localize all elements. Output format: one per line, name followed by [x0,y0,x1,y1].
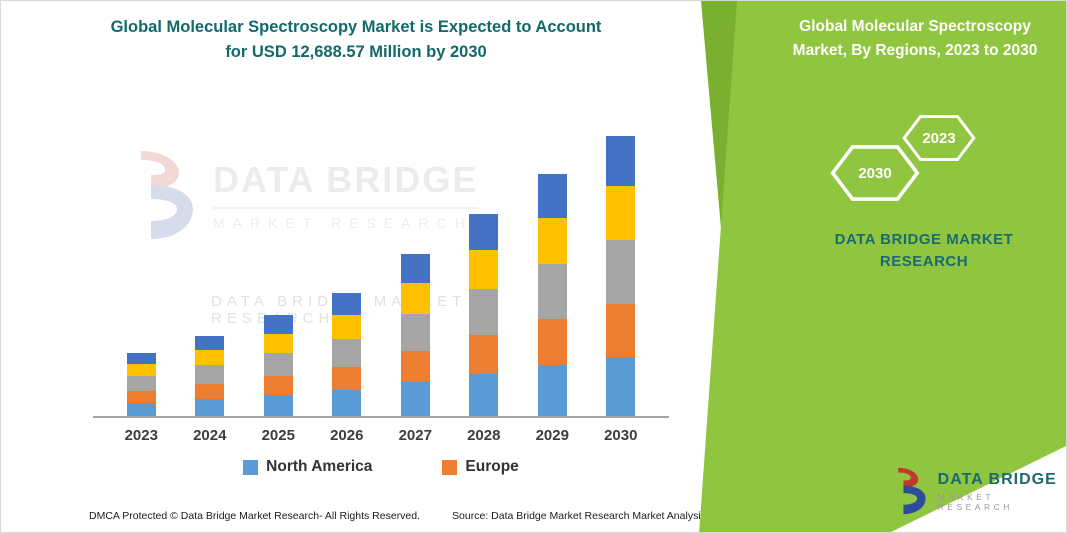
hexagon-2030-label: 2030 [858,164,892,182]
bar-column [107,129,176,416]
bar-segment [469,335,499,374]
stacked-bar-chart: DATA BRIDGE MARKET RESEARCH DATA BRIDGE … [93,129,669,476]
bar-segment [537,263,567,320]
stacked-bar-2025 [263,315,293,416]
bar-column [313,129,382,416]
bar-segment [195,399,225,416]
bar-segment [469,250,499,289]
stacked-bar-2027 [400,253,430,416]
x-tick-label: 2024 [193,427,227,444]
bar-segment [537,217,567,264]
right-brand-line-2: RESEARCH [879,252,969,270]
bar-segment [469,373,499,416]
x-tick-label: 2025 [261,427,295,444]
bar-segment [469,213,499,251]
bar-segment [263,375,293,395]
stacked-bar-2029 [537,174,567,416]
bar-segment [537,319,567,366]
stacked-bar-2023 [126,352,156,416]
bar-segment [195,383,225,400]
stacked-bar-2030 [606,136,636,416]
data-bridge-logo-text: DATA BRIDGE MARKET RESEARCH [938,471,1066,512]
page-title-line-2: for USD 12,688.57 Million by 2030 [225,42,487,61]
right-title-line-1: Global Molecular Spectroscopy [799,18,1031,35]
bar-segment [195,335,225,351]
legend-swatch [243,459,259,475]
bar-segment [126,352,156,364]
page-title: Global Molecular Spectroscopy Market is … [41,15,671,65]
logo-name: DATA BRIDGE [937,470,1057,488]
right-panel-title: Global Molecular Spectroscopy Market, By… [769,15,1061,63]
data-bridge-logo: DATA BRIDGE MARKET RESEARCH [894,466,1066,516]
data-bridge-logo-icon [898,467,926,515]
bar-segment [400,313,430,352]
bar-column [518,129,587,416]
hexagon-2030-outline-icon [830,145,920,201]
bar-segment [332,338,362,367]
bar-segment [332,315,362,339]
hexagon-2030: 2030 [830,144,920,202]
right-title-line-2: Market, By Regions, 2023 to 2030 [792,42,1038,60]
bar-segment [126,376,156,391]
stacked-bar-2024 [195,335,225,416]
x-tick-label: 2030 [604,427,638,444]
bar-segment [606,239,636,305]
bar-segment [126,402,156,416]
x-tick-label: 2026 [330,427,364,444]
right-brand-line-1: DATA BRIDGE MARKET [834,231,1014,248]
stacked-bar-2026 [332,293,362,416]
hexagon-2023-label: 2023 [922,129,956,147]
bar-segment [263,352,293,376]
footer: DMCA Protected © Data Bridge Market Rese… [89,510,762,522]
bar-segment [263,333,293,353]
bar-column [176,129,245,416]
dmca-text: DMCA Protected © Data Bridge Market Rese… [89,510,421,522]
bar-segment [332,366,362,391]
stacked-bar-2028 [469,213,499,416]
bar-segment [126,363,156,377]
bar-segment [195,350,225,366]
legend-label: Europe [465,458,519,475]
bar-segment [195,365,225,384]
bar-segment [537,174,567,218]
bar-segment [400,253,430,284]
bar-segment [606,136,636,187]
x-tick-label: 2027 [398,427,432,444]
bar-segment [400,283,430,314]
bar-segment [332,390,362,416]
chart-legend: North America Europe [93,458,669,476]
plot-area [93,129,669,418]
x-tick-label: 2023 [124,427,158,444]
source-text: Source: Data Bridge Market Research Mark… [452,510,762,522]
legend-item: North America [243,458,372,476]
bar-segment [606,186,636,240]
hexagon-2023-outline-icon [902,115,976,161]
bar-segment [469,288,499,336]
right-panel-brand: DATA BRIDGE MARKET RESEARCH [791,229,1057,273]
hexagon-2023: 2023 [902,113,976,163]
x-tick-label: 2029 [535,427,569,444]
bar-segment [126,390,156,403]
logo-subtitle: MARKET RESEARCH [937,491,1013,512]
x-tick-label: 2028 [467,427,501,444]
bar-segment [263,315,293,334]
page-title-line-1: Global Molecular Spectroscopy Market is … [110,18,602,36]
bar-column [450,129,519,416]
legend-label: North America [266,458,373,475]
bar-segment [606,304,636,358]
bar-segment [400,382,430,416]
bar-segment [606,357,636,416]
bar-segment [400,351,430,382]
bar-column [587,129,656,416]
legend-item: Europe [442,458,519,476]
bar-column [381,129,450,416]
x-axis-labels: 2023 2024 2025 2026 2027 2028 2029 2030 [93,427,669,444]
legend-swatch [442,459,458,475]
bar-segment [332,293,362,316]
bar-segment [537,365,567,416]
bar-column [244,129,313,416]
bar-segment [263,394,293,416]
